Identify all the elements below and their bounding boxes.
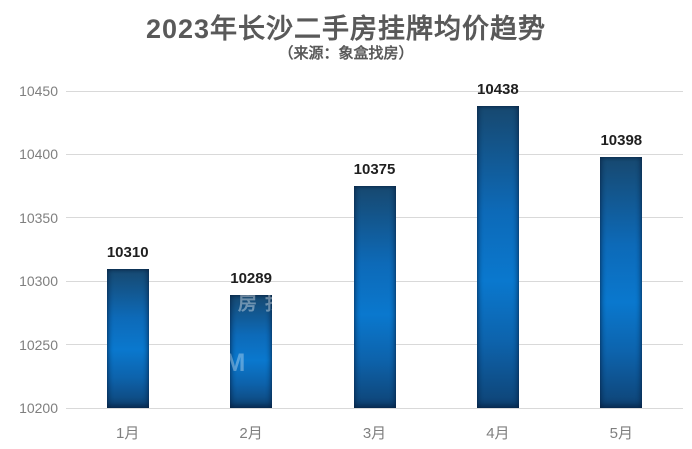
bar-value-label: 10438 [477,81,519,99]
bar-4月 [476,106,519,408]
bar-1月 [106,268,149,408]
y-axis-tick-label: 10450 [19,83,58,99]
gridline [66,90,683,92]
x-axis-tick-label: 5月 [609,425,633,442]
y-axis-tick-label: 10200 [19,400,58,416]
bar-value-label: 10289 [230,270,272,288]
y-axis-tick-label: 10300 [19,273,58,290]
bar-5月 [600,156,643,408]
bar-value-label: 10310 [106,243,149,261]
chart-subtitle: （来源：象盒找房） [278,45,414,62]
x-axis-tick-label: 3月 [362,425,387,442]
chart-title: 2023年长沙二手房挂牌均价趋势 [145,14,547,44]
gridline [66,407,683,409]
y-axis-tick-label: 10350 [19,209,58,226]
bar-value-label: 10375 [353,161,396,179]
x-axis-tick-label: 4月 [486,425,510,442]
bar-3月 [353,186,396,408]
bar-value-label: 10398 [600,131,643,149]
gridline [66,153,683,155]
plot-area: 象盒找房 OM 10310 10289 10375 10438 10398 [66,81,683,409]
bar-2月 [230,295,273,408]
y-axis-tick-label: 10250 [19,336,58,353]
x-axis-tick-label: 2月 [239,425,263,442]
x-axis-tick-label: 1月 [116,425,140,442]
y-axis-tick-label: 10400 [19,146,58,163]
